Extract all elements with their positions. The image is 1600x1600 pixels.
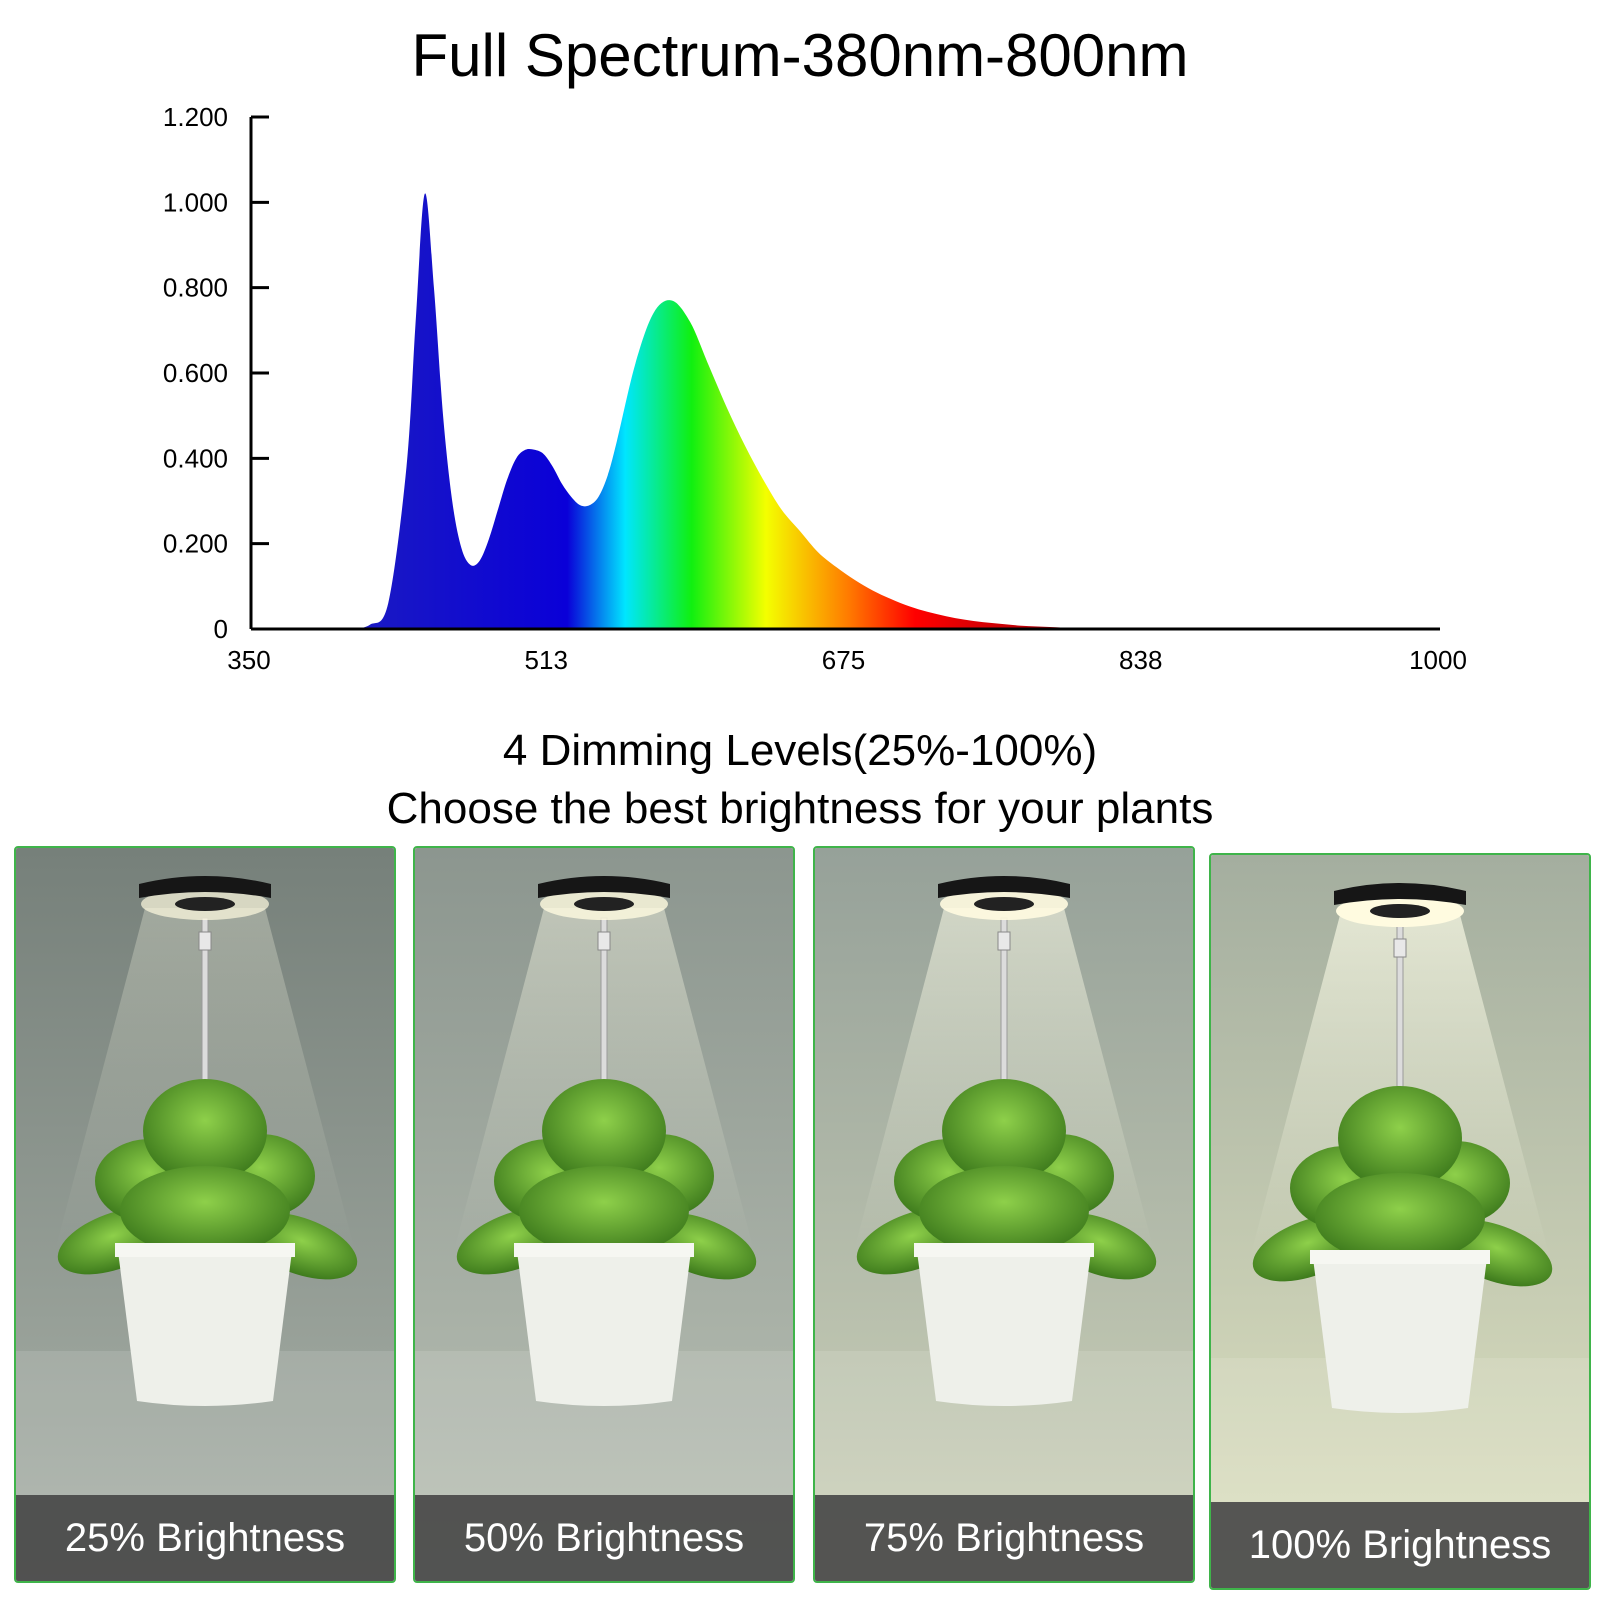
y-tick-label: 0 (214, 614, 228, 644)
brightness-caption: 100% Brightness (1248, 1522, 1552, 1567)
y-tick-label: 1.000 (163, 187, 228, 217)
plant-pot (1313, 1258, 1487, 1413)
lamp-pole-joint (1393, 938, 1407, 958)
lamp-ring-center (974, 897, 1034, 911)
x-tick-label: 675 (822, 645, 865, 675)
lamp-pole-joint (997, 931, 1011, 951)
brightness-caption: 75% Brightness (863, 1515, 1145, 1560)
plant-pot (118, 1251, 292, 1406)
lamp-scene (815, 848, 1193, 1581)
lamp-head (938, 876, 1070, 898)
lamp-ring-center (574, 897, 634, 911)
x-tick-label: 350 (227, 645, 270, 675)
lamp-head (139, 876, 271, 898)
lamp-pole-joint (597, 931, 611, 951)
lamp-head (538, 876, 670, 898)
spectrum-area (351, 193, 1184, 629)
brightness-panel: 100% Brightness (1209, 853, 1591, 1590)
plant-pot (517, 1251, 691, 1406)
brightness-panel: 50% Brightness (413, 846, 795, 1583)
brightness-caption: 25% Brightness (64, 1515, 346, 1560)
brightness-caption: 50% Brightness (463, 1515, 745, 1560)
x-tick-label: 513 (525, 645, 568, 675)
brightness-caption-bar: 100% Brightness (1211, 1502, 1589, 1588)
lamp-ring-center (175, 897, 235, 911)
dimming-levels-heading: 4 Dimming Levels(25%-100%) (502, 726, 1098, 775)
lamp-head (1334, 883, 1466, 905)
lamp-scene (16, 848, 394, 1581)
chart-title: Full Spectrum-380nm-800nm (411, 22, 1189, 89)
x-tick-label: 838 (1119, 645, 1162, 675)
brightness-caption-bar: 75% Brightness (815, 1495, 1193, 1581)
lamp-ring-center (1370, 904, 1430, 918)
brightness-panel: 25% Brightness (14, 846, 396, 1583)
pot-rim (914, 1243, 1094, 1257)
spectrum-chart: 0 0.200 0.400 0.600 0.800 1.000 1.200 350 513 67… (163, 102, 1467, 675)
brightness-caption-bar: 25% Brightness (16, 1495, 394, 1581)
y-tick-label: 0.200 (163, 529, 228, 559)
y-tick-label: 1.200 (163, 102, 228, 132)
brightness-caption-bar: 50% Brightness (415, 1495, 793, 1581)
y-tick-label: 0.400 (163, 443, 228, 473)
y-tick-label: 0.800 (163, 273, 228, 303)
y-tick-label: 0.600 (163, 358, 228, 388)
lamp-scene (1211, 855, 1589, 1588)
pot-rim (115, 1243, 295, 1257)
pot-rim (1310, 1250, 1490, 1264)
lamp-scene (415, 848, 793, 1581)
plant-foliage (1252, 1086, 1553, 1287)
dimming-subheading: Choose the best brightness for your plan… (386, 784, 1214, 833)
lamp-pole-joint (198, 931, 212, 951)
pot-rim (514, 1243, 694, 1257)
brightness-panel: 75% Brightness (813, 846, 1195, 1583)
plant-pot (917, 1251, 1091, 1406)
x-tick-label: 1000 (1409, 645, 1467, 675)
